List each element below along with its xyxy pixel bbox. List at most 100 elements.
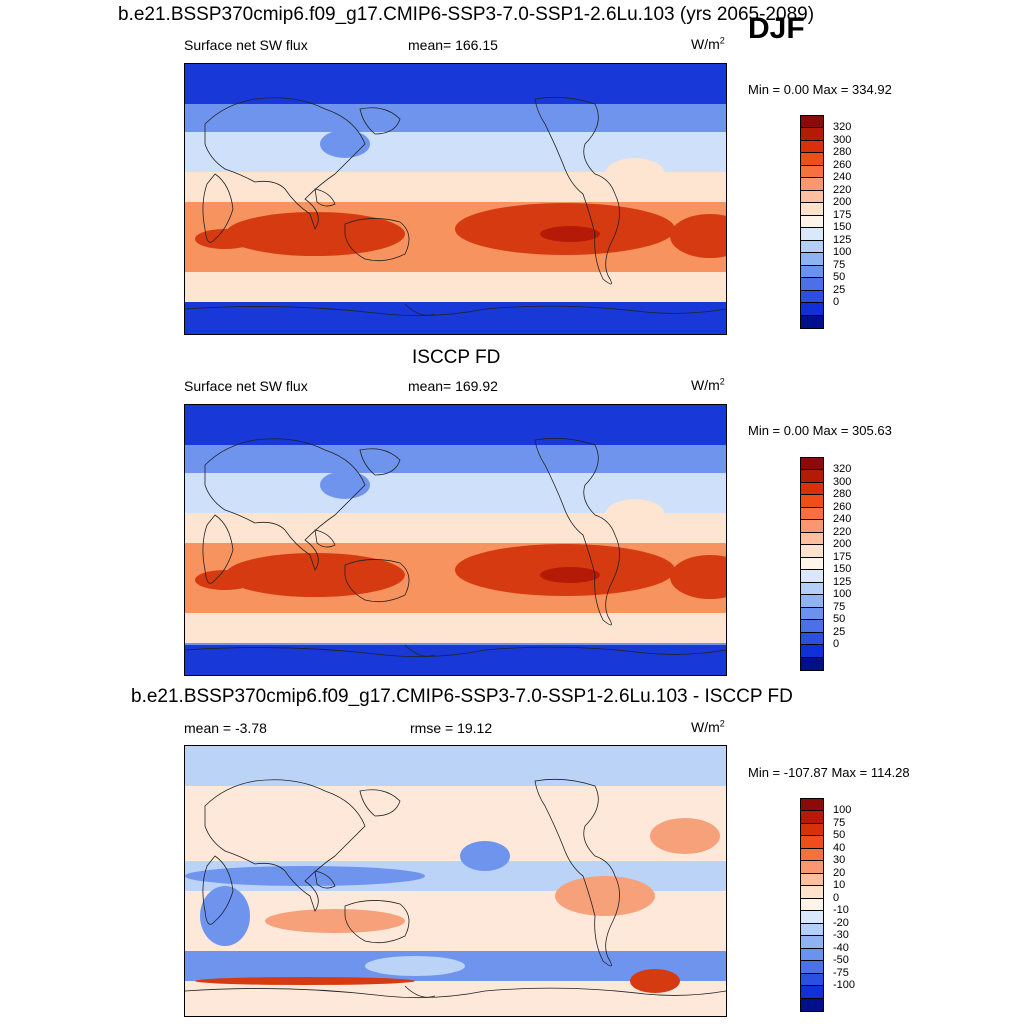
- field-blob: [185, 866, 425, 886]
- field-band: [185, 645, 726, 675]
- field-band: [185, 104, 726, 132]
- panel-mean-label: mean= 166.15: [408, 37, 498, 53]
- field-blob: [195, 229, 255, 249]
- colorbar-box: [801, 532, 823, 546]
- colorbar-box: [801, 645, 823, 658]
- colorbar-tick-label: 150: [833, 221, 852, 234]
- colorbar-tick-label: 50: [833, 271, 846, 284]
- panel-mean-label: mean = -3.78: [184, 720, 267, 736]
- map-diff: [184, 745, 727, 1017]
- colorbar-tick-label: 0: [833, 296, 840, 309]
- field-blob: [670, 555, 726, 599]
- colorbar-box: [801, 470, 823, 483]
- colorbar-box: [801, 265, 823, 279]
- field-band: [185, 64, 726, 104]
- colorbar-tick-label: 20: [833, 866, 846, 879]
- colorbar-box: [801, 911, 823, 924]
- field-blob: [225, 212, 405, 256]
- coastline-east-asia: [359, 448, 401, 476]
- colorbar-tick-label: 125: [833, 233, 852, 246]
- coastline-australia: [344, 218, 410, 262]
- season-label: DJF: [748, 12, 805, 45]
- panel-variable-label: Surface net SW flux: [184, 37, 308, 53]
- coastline-east-asia: [359, 107, 401, 135]
- colorbar-box: [801, 861, 823, 874]
- colorbar-box: [801, 570, 823, 583]
- colorbar-tick-label: 220: [833, 525, 852, 538]
- field-blob: [540, 226, 600, 242]
- colorbar-tick-label: -75: [833, 966, 849, 979]
- colorbar-box: [801, 886, 823, 899]
- colorbar-tick-label: 300: [833, 475, 852, 488]
- field-blob: [670, 214, 726, 258]
- colorbar-tick-label: 240: [833, 513, 852, 526]
- field-blob: [540, 567, 600, 583]
- colorbar-tick-label: 0: [833, 891, 840, 904]
- colorbar-tick-label: 50: [833, 613, 846, 626]
- colorbar-box: [801, 520, 823, 533]
- panel-minmax: Min = -107.87 Max = 114.28: [748, 765, 910, 780]
- colorbar-box: [801, 961, 823, 974]
- colorbar-box: [801, 986, 823, 999]
- colorbar-model: [800, 115, 824, 329]
- colorbar-box: [801, 190, 823, 204]
- map-model: [184, 63, 727, 335]
- colorbar-tick-label: 75: [833, 600, 846, 613]
- colorbar-box: [801, 178, 823, 191]
- coastline-eurasia: [204, 97, 366, 230]
- field-blob: [195, 977, 415, 985]
- colorbar-tick-label: -10: [833, 904, 849, 917]
- colorbar-diff: [800, 798, 824, 1012]
- colorbar-box: [801, 848, 823, 862]
- colorbar-box: [801, 948, 823, 962]
- colorbar-box: [801, 545, 823, 558]
- colorbar-box: [801, 898, 823, 912]
- colorbar-tick-label: 100: [833, 804, 852, 817]
- colorbar-box: [801, 657, 823, 670]
- coastline-eurasia: [204, 779, 366, 912]
- colorbar-box: [801, 215, 823, 229]
- colorbar-box: [801, 303, 823, 316]
- coastline-eurasia: [204, 438, 366, 571]
- colorbar-box: [801, 253, 823, 266]
- colorbar-box: [801, 836, 823, 849]
- colorbar-tick-label: -40: [833, 941, 849, 954]
- colorbar-box: [801, 240, 823, 254]
- field-band: [185, 613, 726, 643]
- colorbar-box: [801, 153, 823, 166]
- coastline-nz: [404, 303, 436, 316]
- panel-variable-label: Surface net SW flux: [184, 378, 308, 394]
- colorbar-box: [801, 557, 823, 571]
- coastline-nz: [404, 985, 436, 998]
- field-blob: [460, 841, 510, 871]
- colorbar-tick-label: 280: [833, 146, 852, 159]
- colorbar-tick-label: 260: [833, 158, 852, 171]
- colorbar-tick-label: 200: [833, 538, 852, 551]
- coastline-indonesia: [314, 188, 336, 207]
- colorbar-tick-label: 75: [833, 816, 846, 829]
- colorbar-tick-label: 150: [833, 563, 852, 576]
- colorbar-tick-label: 25: [833, 625, 846, 638]
- colorbar-tick-label: 75: [833, 258, 846, 271]
- field-blob: [225, 553, 405, 597]
- colorbar-box: [801, 620, 823, 633]
- colorbar-box: [801, 290, 823, 304]
- colorbar-tick-label: 260: [833, 500, 852, 513]
- panel-units: W/m2: [691, 35, 725, 52]
- field-band: [185, 405, 726, 445]
- panel-minmax: Min = 0.00 Max = 334.92: [748, 82, 892, 97]
- field-blob: [320, 471, 370, 499]
- colorbar-box: [801, 116, 823, 129]
- colorbar-obs: [800, 457, 824, 671]
- colorbar-tick-label: -50: [833, 954, 849, 967]
- colorbar-tick-label: 200: [833, 196, 852, 209]
- colorbar-tick-label: 100: [833, 588, 852, 601]
- field-blob: [320, 130, 370, 158]
- case-title: b.e21.BSSP370cmip6.f09_g17.CMIP6-SSP3-7.…: [118, 4, 815, 25]
- field-blob: [365, 956, 465, 976]
- colorbar-tick-label: 100: [833, 246, 852, 259]
- colorbar-tick-label: -20: [833, 916, 849, 929]
- field-blob: [605, 499, 665, 531]
- colorbar-box: [801, 507, 823, 521]
- panel-title: ISCCP FD: [412, 347, 501, 368]
